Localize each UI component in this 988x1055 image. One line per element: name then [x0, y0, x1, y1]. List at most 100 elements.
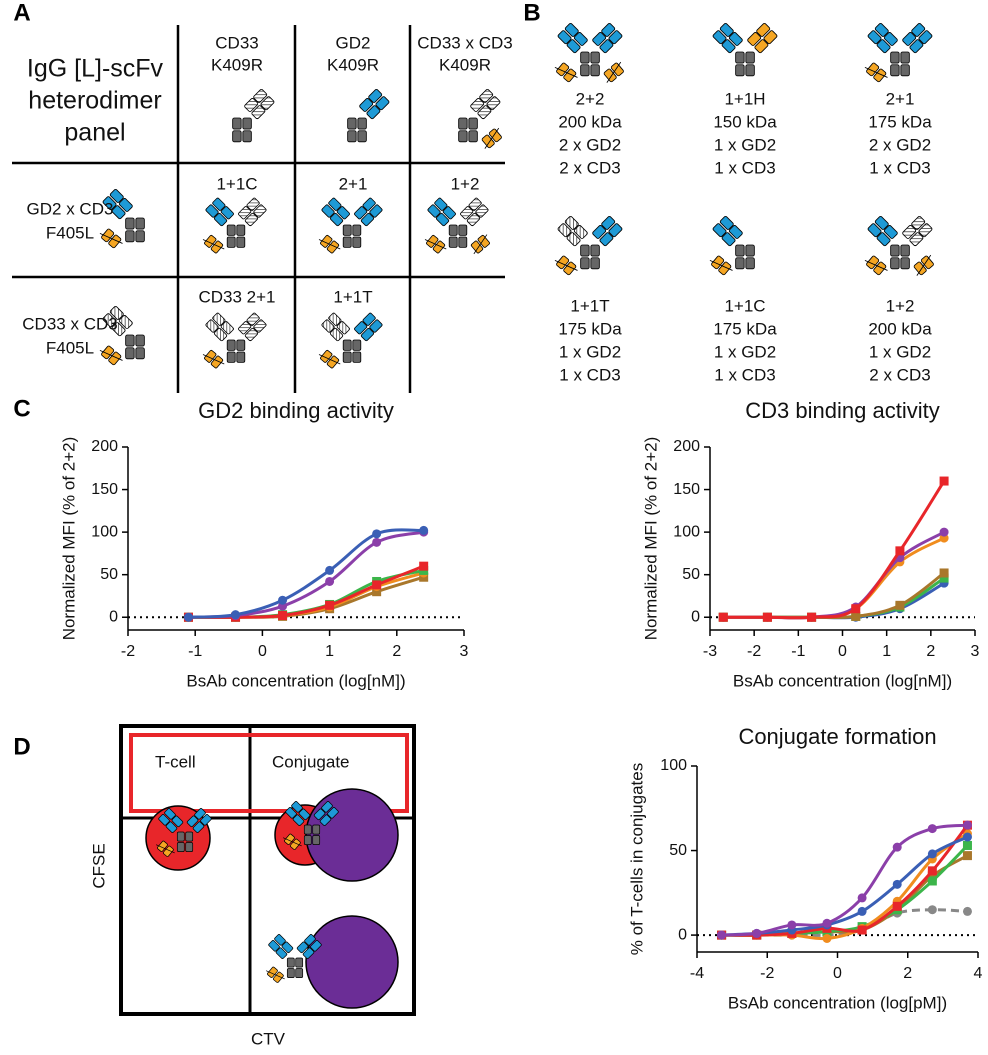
- domain: [244, 328, 258, 342]
- domain: [918, 223, 933, 238]
- domain: [281, 941, 294, 953]
- domain: [102, 196, 117, 211]
- domain: [902, 225, 917, 239]
- x-tick-label: 1: [325, 643, 334, 660]
- antibody: [864, 216, 934, 276]
- domain: [434, 197, 448, 211]
- fab-arm: [238, 312, 267, 342]
- domain: [244, 213, 258, 227]
- antibody: [99, 306, 145, 366]
- domain: [599, 39, 614, 54]
- data-point: [717, 930, 727, 940]
- data-point: [927, 871, 937, 881]
- cell-label: 1+1T: [333, 287, 372, 306]
- domain: [458, 117, 468, 130]
- data-point: [851, 611, 861, 621]
- domain: [458, 130, 468, 143]
- linker: [424, 239, 447, 250]
- fab-arm: [321, 312, 350, 342]
- domain: [253, 89, 268, 103]
- x-axis-title: BsAb concentration (log[nM]): [733, 671, 952, 690]
- domain: [468, 197, 482, 211]
- domain: [867, 223, 882, 238]
- fab-arm: [592, 23, 623, 54]
- linker: [916, 254, 932, 276]
- variant-label: 2+2: [576, 89, 605, 108]
- table-corner: heterodimer: [28, 87, 161, 115]
- data-point: [927, 849, 937, 859]
- domain: [566, 39, 581, 54]
- domain: [475, 204, 489, 218]
- domain: [330, 328, 344, 342]
- domain: [291, 801, 303, 813]
- column-header: GD2: [336, 33, 371, 52]
- antibody: [424, 197, 490, 255]
- domain: [573, 32, 588, 46]
- x-tick-label: 0: [258, 643, 267, 660]
- series-line: [188, 528, 424, 619]
- data-point: [927, 905, 937, 915]
- variant-label: 175 kDa: [713, 319, 777, 338]
- domain: [564, 23, 579, 37]
- domain: [352, 224, 362, 236]
- domain: [242, 117, 252, 130]
- domain: [330, 213, 344, 227]
- domain: [477, 105, 492, 120]
- data-point: [183, 612, 193, 622]
- linker: [709, 259, 733, 271]
- fab-arm: [712, 23, 743, 54]
- domain: [712, 30, 727, 45]
- domain: [232, 130, 242, 143]
- domain: [470, 98, 485, 112]
- scfv: [424, 235, 447, 254]
- domain: [125, 230, 135, 243]
- cell-label: 1+2: [451, 174, 480, 193]
- fab-arm: [747, 23, 778, 54]
- domain: [375, 96, 390, 111]
- domain: [236, 339, 246, 351]
- domain: [135, 230, 145, 243]
- linker: [554, 66, 578, 78]
- domain: [557, 223, 572, 238]
- variant-label: 175 kDa: [868, 112, 932, 131]
- domain: [205, 319, 219, 333]
- domain: [580, 51, 590, 64]
- domain: [286, 957, 295, 968]
- domain: [253, 204, 267, 218]
- variant-label: 2 x CD3: [869, 365, 930, 384]
- domain: [275, 947, 288, 959]
- scfv: [603, 61, 624, 83]
- data-point: [807, 612, 817, 622]
- data-point: [822, 933, 832, 943]
- fab-arm: [359, 89, 390, 120]
- scfv: [202, 350, 225, 369]
- domain: [590, 244, 600, 257]
- domain: [458, 224, 468, 236]
- data-point: [822, 918, 832, 928]
- column-header: K409R: [327, 55, 379, 74]
- domain: [244, 98, 259, 112]
- x-axis-title: BsAb concentration (log[pM]): [728, 993, 947, 1012]
- scfv: [864, 255, 888, 276]
- table-grid: [12, 25, 505, 393]
- domain: [890, 257, 900, 270]
- domain: [719, 23, 734, 37]
- data-point: [231, 610, 241, 620]
- domain: [347, 117, 357, 130]
- domain: [918, 30, 933, 45]
- domain: [246, 197, 260, 211]
- fab-arm: [557, 216, 588, 247]
- domain: [200, 814, 212, 826]
- antibody: [709, 216, 755, 276]
- row-header: GD2 x CD3: [27, 199, 114, 218]
- domain: [246, 312, 260, 326]
- scfv: [470, 234, 490, 255]
- fab-arm: [354, 312, 383, 342]
- data-point: [419, 561, 429, 571]
- data-point: [762, 612, 772, 622]
- domain: [900, 244, 910, 257]
- data-point: [787, 920, 797, 930]
- domain: [109, 306, 124, 320]
- domain: [303, 824, 312, 835]
- data-point: [962, 820, 972, 830]
